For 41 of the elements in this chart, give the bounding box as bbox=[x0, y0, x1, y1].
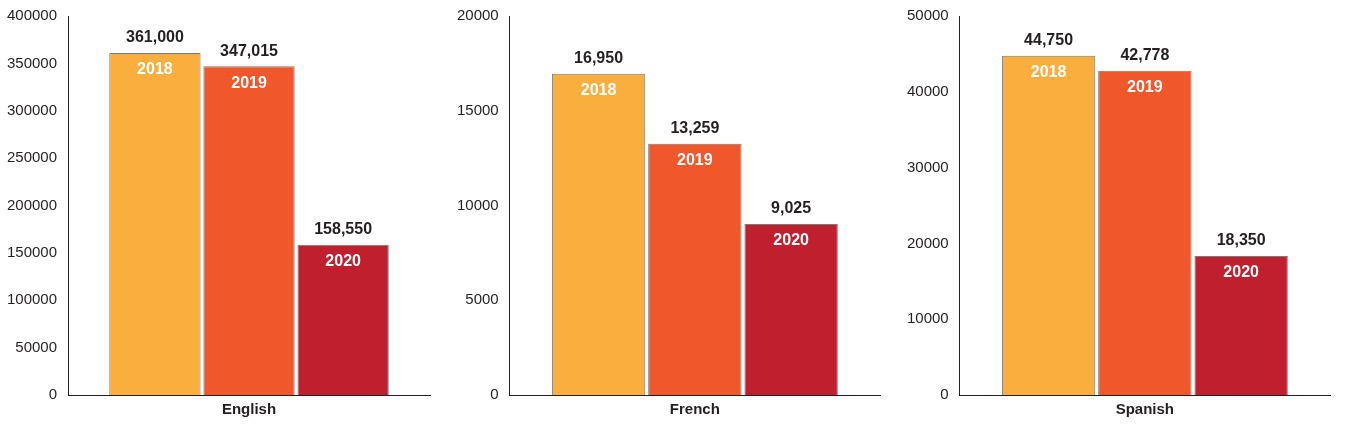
series-label: 2020 bbox=[1223, 263, 1260, 281]
data-label: 44,750 bbox=[1024, 31, 1074, 49]
data-label: 347,015 bbox=[220, 41, 279, 59]
y-tick-label: 20000 bbox=[456, 6, 499, 24]
data-label: 13,259 bbox=[670, 119, 720, 137]
y-tick-label: 50000 bbox=[906, 6, 949, 24]
y-tick-label: 5000 bbox=[465, 290, 499, 308]
y-tick-label: 350000 bbox=[6, 53, 58, 71]
x-tick-label: French bbox=[669, 400, 720, 418]
y-tick-label: 20000 bbox=[906, 233, 949, 251]
data-label: 158,550 bbox=[314, 220, 373, 238]
y-tick-label: 150000 bbox=[6, 243, 58, 261]
data-label: 18,350 bbox=[1216, 231, 1266, 249]
y-tick-label: 300000 bbox=[6, 100, 58, 118]
data-label: 42,778 bbox=[1120, 46, 1170, 64]
y-tick-label: 100000 bbox=[6, 290, 58, 308]
x-tick-label: English bbox=[221, 400, 277, 418]
y-tick-label: 0 bbox=[48, 385, 58, 403]
y-tick-label: 200000 bbox=[6, 195, 58, 213]
y-tick-label: 40000 bbox=[906, 81, 949, 99]
y-tick-label: 50000 bbox=[15, 337, 58, 355]
data-label: 16,950 bbox=[574, 49, 624, 67]
data-label: 9,025 bbox=[771, 199, 812, 217]
data-label: 361,000 bbox=[126, 28, 184, 46]
series-label: 2018 bbox=[137, 60, 173, 78]
y-tick-label: 0 bbox=[490, 385, 499, 403]
y-tick-label: 400000 bbox=[6, 6, 58, 24]
y-tick-label: 250000 bbox=[6, 148, 58, 166]
y-tick-label: 15000 bbox=[456, 100, 499, 118]
y-tick-label: 30000 bbox=[906, 157, 949, 175]
series-label: 2020 bbox=[325, 252, 362, 270]
series-label: 2020 bbox=[773, 231, 810, 249]
series-label: 2019 bbox=[677, 151, 713, 169]
y-tick-label: 10000 bbox=[906, 309, 949, 327]
series-label: 2018 bbox=[1030, 63, 1067, 81]
y-tick-label: 0 bbox=[940, 385, 949, 403]
x-tick-label: Spanish bbox=[1115, 400, 1175, 418]
series-label: 2019 bbox=[231, 73, 267, 91]
series-label: 2018 bbox=[580, 81, 617, 99]
y-tick-label: 10000 bbox=[456, 195, 499, 213]
series-label: 2019 bbox=[1127, 78, 1163, 96]
